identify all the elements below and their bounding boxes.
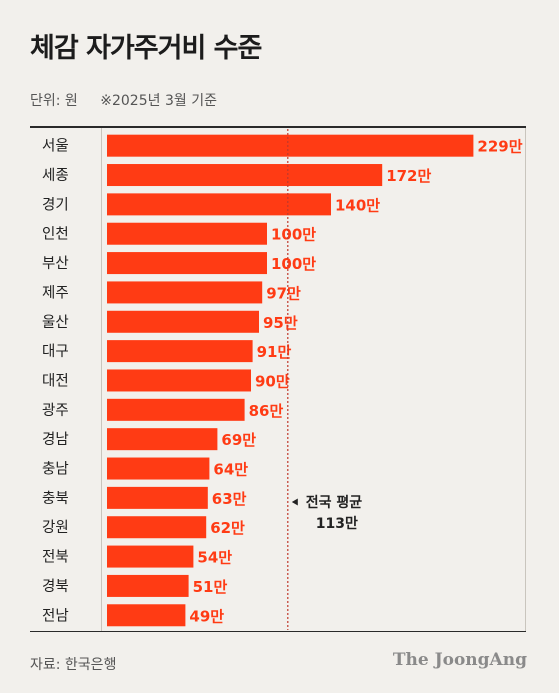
source-note: 자료: 한국은행 [30,657,117,673]
bar [107,193,331,216]
label-divider [101,128,102,631]
right-divider [525,128,526,631]
date-note: ※2025년 3월 기준 [100,93,217,109]
category-label: 경북 [42,578,69,595]
bar [107,369,251,392]
top-rule [30,126,526,128]
bar [107,398,245,421]
category-label: 부산 [42,255,69,272]
value-label: 63만 [212,490,247,508]
value-label: 90만 [255,372,290,390]
value-label: 62만 [210,519,245,537]
value-label: 86만 [249,402,284,420]
category-label: 대전 [42,372,69,389]
bar [107,340,253,363]
category-label: 세종 [42,167,69,184]
value-label: 229만 [477,138,522,156]
bar [107,457,210,480]
bar [107,252,267,275]
value-label: 69만 [221,431,256,449]
chart-subtitle: 단위: 원 ※2025년 3월 기준 [30,90,235,110]
category-label: 전북 [42,549,69,566]
value-label: 64만 [213,461,248,479]
value-label: 172만 [386,167,431,185]
value-label: 51만 [193,578,228,596]
category-label: 경기 [42,196,69,213]
chart-title: 체감 자가주거비 수준 [30,33,262,64]
unit-label: 단위: 원 [30,93,78,109]
category-label: 울산 [42,314,69,331]
bar [107,164,383,187]
value-label: 140만 [335,196,380,214]
bar [107,134,474,157]
category-label: 충남 [42,461,69,478]
average-arrow-icon [291,498,298,506]
category-label: 경남 [42,431,69,448]
value-label: 100만 [271,226,316,244]
value-label: 49만 [189,607,224,625]
bar [107,310,259,333]
category-label: 광주 [42,402,69,419]
bar [107,545,194,568]
bar [107,428,218,451]
bottom-rule [30,631,526,632]
category-label: 제주 [42,284,69,301]
bar [107,222,267,245]
category-label: 전남 [42,607,69,624]
category-label: 대구 [42,343,69,360]
value-label: 95만 [263,314,298,332]
publisher-logo: The JoongAng [392,650,527,670]
category-label: 인천 [42,226,69,243]
bar [107,604,186,627]
average-label: 전국 평균 [306,494,363,511]
value-label: 97만 [266,284,301,302]
average-value: 113만 [316,516,358,532]
category-label: 충북 [42,490,69,507]
bar [107,486,208,509]
value-label: 91만 [257,343,292,361]
category-label: 강원 [42,519,69,536]
value-label: 100만 [271,255,316,273]
bar [107,281,263,304]
value-label: 54만 [197,549,232,567]
bar [107,574,189,597]
category-label: 서울 [42,138,69,155]
bar [107,516,207,539]
